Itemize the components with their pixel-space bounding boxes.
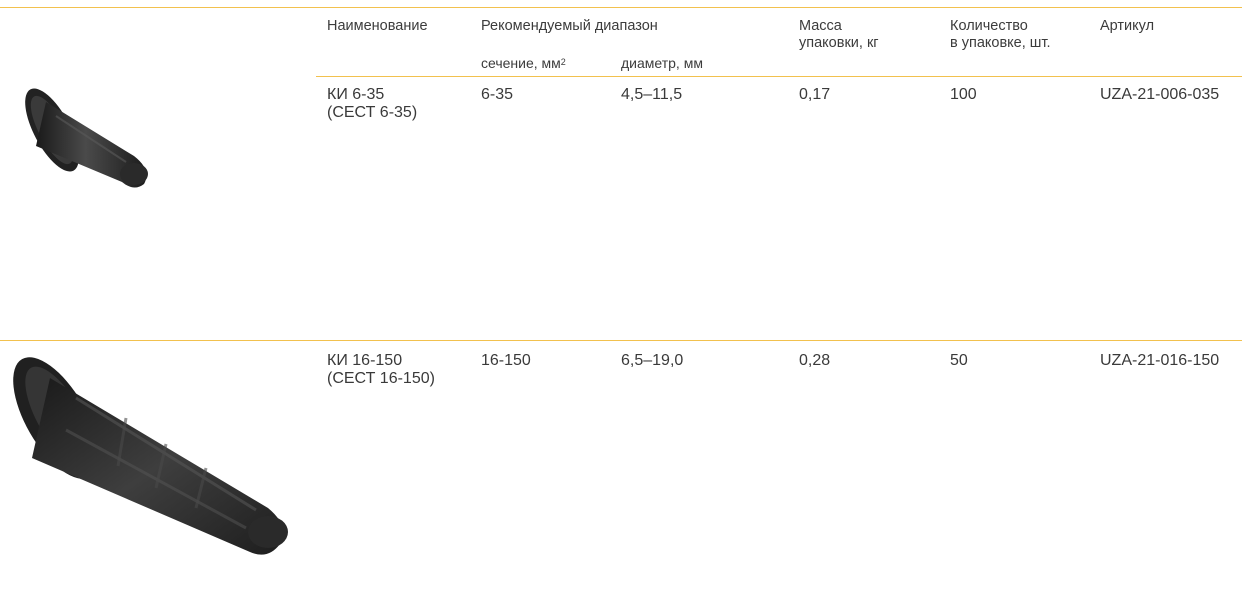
- product-1-quantity: 100: [950, 86, 977, 103]
- product-1-article: UZA-21-006-035: [1100, 86, 1220, 103]
- cable-end-cap-large-icon: [13, 357, 288, 555]
- product-image-small: [6, 82, 156, 190]
- header-mass-line2: упаковки, кг: [799, 35, 879, 51]
- product-2-article: UZA-21-016-150: [1100, 352, 1220, 369]
- product-1-name-line2: (СЕСТ 6-35): [327, 104, 418, 121]
- product-2-mass: 0,28: [799, 352, 831, 369]
- header-article: Артикул: [1100, 18, 1155, 34]
- top-rule: [0, 7, 1242, 8]
- product-2-name-line1: КИ 16-150: [327, 352, 403, 369]
- header-section: сечение, мм2: [481, 55, 566, 73]
- product-image-large: [6, 348, 294, 562]
- product-1-diameter: 4,5–11,5: [621, 86, 683, 103]
- product-2-diameter: 6,5–19,0: [621, 352, 684, 369]
- product-2-name-line2: (СЕСТ 16-150): [327, 370, 435, 387]
- header-qty-line2: в упаковке, шт.: [950, 35, 1051, 51]
- header-mass-line1: Масса: [799, 18, 842, 34]
- row-rule: [0, 340, 1242, 341]
- product-1-section: 6-35: [481, 86, 514, 103]
- product-2-section: 16-150: [481, 352, 531, 369]
- header-rule: [316, 76, 1242, 77]
- header-diameter: диаметр, мм: [621, 55, 703, 71]
- header-section-sup: 2: [560, 57, 566, 67]
- header-section-label: сечение, мм: [481, 55, 561, 71]
- header-qty-line1: Количество: [950, 18, 1028, 34]
- product-1-mass: 0,17: [799, 86, 831, 103]
- product-2-quantity: 50: [950, 352, 968, 369]
- header-range: Рекомендуемый диапазон: [481, 18, 658, 34]
- cable-end-cap-small-icon: [25, 88, 148, 188]
- header-name: Наименование: [327, 18, 428, 34]
- product-1-name-line1: КИ 6-35: [327, 86, 385, 103]
